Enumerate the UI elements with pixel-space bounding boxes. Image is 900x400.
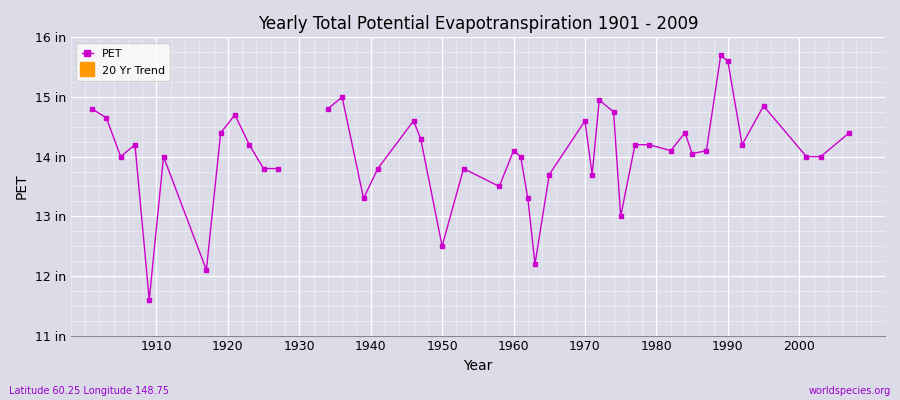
PET [258,166,269,171]
Text: worldspecies.org: worldspecies.org [809,386,891,396]
PET [86,106,97,111]
Title: Yearly Total Potential Evapotranspiration 1901 - 2009: Yearly Total Potential Evapotranspiratio… [257,15,698,33]
Text: Latitude 60.25 Longitude 148.75: Latitude 60.25 Longitude 148.75 [9,386,169,396]
PET [230,112,240,117]
Line: PET: PET [90,107,280,302]
PET [273,166,284,171]
PET [130,142,140,147]
PET [101,116,112,120]
Legend: PET, 20 Yr Trend: PET, 20 Yr Trend [76,43,170,81]
PET [215,130,226,135]
PET [201,268,212,272]
Y-axis label: PET: PET [15,174,29,199]
X-axis label: Year: Year [464,359,492,373]
PET [115,154,126,159]
PET [244,142,255,147]
PET [144,297,155,302]
PET [158,154,169,159]
